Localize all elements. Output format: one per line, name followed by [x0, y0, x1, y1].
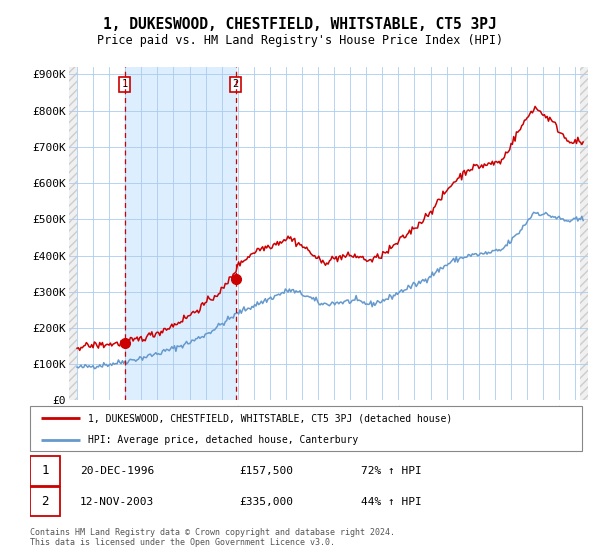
Text: 1: 1 [41, 464, 49, 478]
Text: 1, DUKESWOOD, CHESTFIELD, WHITSTABLE, CT5 3PJ (detached house): 1, DUKESWOOD, CHESTFIELD, WHITSTABLE, CT… [88, 413, 452, 423]
Text: 20-DEC-1996: 20-DEC-1996 [80, 466, 154, 476]
Bar [30, 456, 61, 486]
Text: £335,000: £335,000 [240, 497, 294, 507]
Text: 1: 1 [122, 80, 128, 90]
Text: 2: 2 [233, 80, 239, 90]
Text: 2: 2 [41, 495, 49, 508]
Text: Price paid vs. HM Land Registry's House Price Index (HPI): Price paid vs. HM Land Registry's House … [97, 34, 503, 46]
Text: Contains HM Land Registry data © Crown copyright and database right 2024.
This d: Contains HM Land Registry data © Crown c… [30, 528, 395, 547]
Bar [125, 67, 236, 400]
Text: 12-NOV-2003: 12-NOV-2003 [80, 497, 154, 507]
Text: £157,500: £157,500 [240, 466, 294, 476]
Text: 1, DUKESWOOD, CHESTFIELD, WHITSTABLE, CT5 3PJ: 1, DUKESWOOD, CHESTFIELD, WHITSTABLE, CT… [103, 17, 497, 32]
Bar [580, 57, 593, 400]
Text: 44% ↑ HPI: 44% ↑ HPI [361, 497, 422, 507]
Text: 72% ↑ HPI: 72% ↑ HPI [361, 466, 422, 476]
Bar [69, 57, 77, 400]
Text: HPI: Average price, detached house, Canterbury: HPI: Average price, detached house, Cant… [88, 435, 358, 445]
Bar [30, 487, 61, 516]
